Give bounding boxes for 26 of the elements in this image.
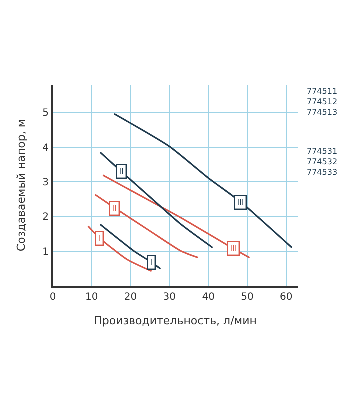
text: 774531 774532 774533 — [307, 147, 338, 177]
line-series — [100, 224, 162, 270]
text: 774511 774512 774513 — [307, 87, 338, 117]
annotation: III — [230, 244, 238, 254]
x-tick-label: 20 — [124, 292, 138, 303]
y-tick-label: 4 — [42, 142, 49, 154]
y-axis-title: Создаваемый напор, м — [14, 119, 28, 252]
x-tick-label: 10 — [86, 292, 98, 303]
line-series — [88, 226, 153, 272]
x-tick-label: 30 — [163, 292, 176, 303]
line-series — [102, 174, 251, 259]
annotation: II — [119, 167, 124, 176]
line-series — [114, 113, 293, 249]
y-tick-label: 1 — [42, 246, 49, 258]
x-tick-label: 40 — [202, 292, 215, 303]
y-tick-label: 2 — [42, 212, 49, 224]
annotation: III — [237, 198, 244, 208]
x-axis-title: Производительность, л/мин — [94, 314, 257, 328]
x-tick-label: 50 — [241, 292, 254, 303]
line-series — [100, 152, 214, 249]
y-tick-label: 5 — [42, 108, 49, 120]
y-tick-label: 3 — [42, 178, 49, 189]
x-tick-label: 60 — [280, 292, 293, 303]
x-tick-label: 0 — [50, 292, 56, 303]
annotation: II — [112, 204, 117, 214]
line-series — [94, 194, 200, 259]
